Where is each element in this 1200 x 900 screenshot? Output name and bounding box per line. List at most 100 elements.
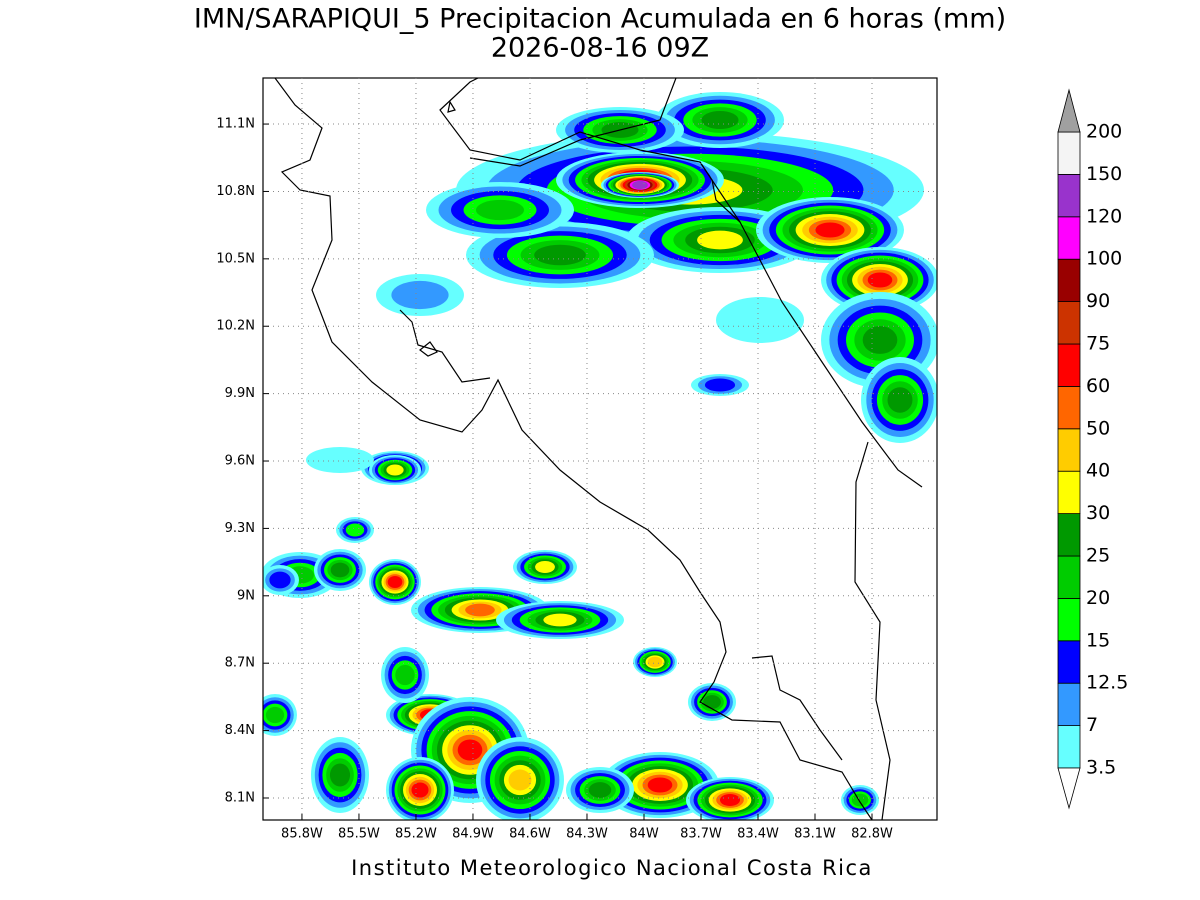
colorbar-label: 25 [1086, 545, 1110, 567]
subtitle: 2026-08-16 09Z [491, 33, 709, 64]
colorbar-box [1057, 131, 1081, 175]
precip-contour [265, 706, 285, 724]
colorbar-box [1057, 640, 1081, 684]
gulf-coast [751, 655, 843, 761]
precip-contour [543, 613, 577, 627]
precip-contour [391, 280, 449, 310]
colorbar-box [1057, 343, 1081, 387]
colorbar-box [1057, 598, 1081, 642]
y-tick-label: 10.2N [216, 319, 255, 334]
colorbar-label: 100 [1086, 248, 1122, 270]
y-tick-label: 9N [237, 588, 255, 603]
precip-contour [647, 777, 673, 793]
colorbar-under [1057, 767, 1081, 810]
colorbar-label: 40 [1086, 460, 1110, 482]
colorbar-label: 20 [1086, 587, 1110, 609]
colorbar-box [1057, 682, 1081, 727]
x-tick-label: 83.4W [737, 827, 779, 842]
x-tick-label: 85.2W [395, 827, 437, 842]
x-tick-label: 85.5W [338, 827, 380, 842]
precip-contour [632, 180, 648, 190]
pacific-coast [274, 78, 873, 820]
colorbar-label: 90 [1086, 290, 1110, 312]
y-tick-label: 8.4N [225, 723, 255, 738]
precip-contour [588, 782, 612, 798]
precip-contour [395, 664, 415, 686]
footer: Instituto Meteorologico Nacional Costa R… [351, 856, 873, 880]
x-tick-label: 83.7W [680, 827, 722, 842]
x-tick-label: 85.8W [281, 827, 323, 842]
x-tick-label: 84.6W [509, 827, 551, 842]
precip-contour [716, 297, 804, 343]
nicoya-coast [399, 309, 491, 383]
colorbar-label: 60 [1086, 375, 1110, 397]
colorbar-label: 30 [1086, 502, 1110, 524]
colorbar-label: 3.5 [1086, 757, 1116, 779]
x-tick-label: 82.8W [851, 827, 893, 842]
x-tick-label: 84.3W [566, 827, 608, 842]
precip-contour [535, 561, 555, 573]
precip-contour [345, 523, 365, 537]
precip-contour [457, 739, 483, 761]
colorbar-box [1057, 470, 1081, 515]
colorbar-label: 75 [1086, 333, 1110, 355]
colorbar-label: 120 [1086, 205, 1122, 227]
precipitation-field [263, 92, 937, 820]
y-tick-label: 10.8N [216, 184, 255, 199]
precip-contour [306, 447, 374, 473]
y-tick-label: 8.7N [225, 656, 255, 671]
precip-contour [701, 110, 739, 130]
precip-contour [862, 326, 898, 354]
y-tick-label: 8.1N [225, 790, 255, 805]
precip-contour [330, 562, 350, 578]
colorbar-box [1057, 725, 1081, 769]
colorbar-label: 150 [1086, 163, 1122, 185]
y-tick-label: 11.1N [216, 117, 255, 132]
y-tick-label: 9.9N [225, 386, 255, 401]
precip-contour [508, 769, 532, 791]
colorbar-box [1057, 301, 1081, 345]
colorbar-over [1057, 88, 1081, 133]
colorbar-box [1057, 513, 1081, 557]
border-line [699, 161, 741, 223]
precip-contour [386, 464, 404, 476]
y-tick-label: 10.5N [216, 251, 255, 266]
precip-contour [697, 230, 743, 250]
colorbar-box [1057, 555, 1081, 599]
colorbar-box [1057, 385, 1081, 430]
precip-contour [329, 763, 351, 787]
map-frame [262, 77, 938, 821]
title: IMN/SARAPIQUI_5 Precipitacion Acumulada … [194, 4, 1006, 35]
x-tick-label: 84W [629, 827, 659, 842]
precip-contour [703, 695, 721, 709]
precip-contour [815, 222, 845, 238]
precip-contour [411, 782, 429, 798]
border-line [469, 78, 677, 167]
coastlines [274, 78, 923, 820]
island [419, 341, 438, 357]
colorbar-label: 200 [1086, 121, 1122, 143]
colorbar-box [1057, 428, 1081, 472]
colorbar-label: 50 [1086, 417, 1110, 439]
colorbar-label: 12.5 [1086, 672, 1128, 694]
colorbar-label: 15 [1086, 629, 1110, 651]
precip-contour [534, 244, 586, 266]
caribbean-coast [439, 78, 923, 488]
y-tick-label: 9.6N [225, 454, 255, 469]
precip-contour [887, 387, 913, 413]
precip-contour [647, 656, 663, 668]
colorbar-box [1057, 258, 1081, 303]
precip-contour [465, 603, 495, 617]
precip-contour [719, 793, 741, 807]
colorbar-label: 7 [1086, 714, 1098, 736]
precip-contour [867, 272, 893, 288]
x-tick-label: 83.1W [794, 827, 836, 842]
colorbar-box [1057, 173, 1081, 218]
y-tick-label: 9.3N [225, 521, 255, 536]
precip-contour [476, 199, 524, 221]
precip-contour [704, 378, 736, 392]
island [447, 100, 456, 113]
border-line [854, 441, 891, 820]
precip-contour [851, 793, 869, 807]
colorbar-box [1057, 216, 1081, 260]
